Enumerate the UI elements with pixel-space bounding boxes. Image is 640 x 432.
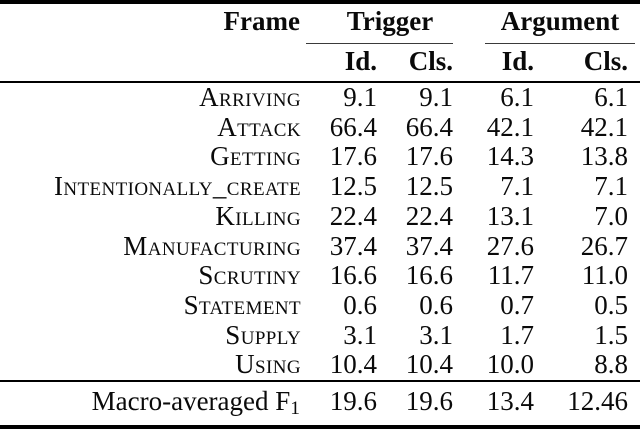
group-header-row: Frame Trigger Argument (0, 2, 640, 44)
value-cell: 13.1 (486, 200, 534, 231)
value-cell: 1.5 (594, 319, 629, 350)
value-cell: 7.1 (594, 171, 629, 202)
value-cell: 66.4 (405, 111, 453, 142)
table-row: Attack 66.4 66.4 42.1 42.1 (0, 111, 640, 143)
value-cell: 3.1 (419, 319, 453, 350)
value-cell: 9.1 (419, 82, 453, 112)
frame-cell: Attack (217, 111, 301, 142)
table-header: Frame Trigger Argument Id. Cls. Id. Cls. (0, 2, 640, 83)
frame-cell: Intentionally_create (53, 171, 301, 202)
macro-average-label-text: Macro-averaged F (91, 386, 291, 417)
value-cell: 37.4 (405, 230, 453, 261)
value-cell: 7.1 (500, 171, 534, 202)
table-row: Scrutiny 16.6 16.6 11.7 11.0 (0, 261, 640, 291)
column-group-argument-label: Argument (500, 6, 620, 36)
value-cell: 7.0 (594, 200, 629, 231)
value-cell: 6.1 (594, 82, 629, 112)
value-cell: 42.1 (486, 111, 534, 142)
value-cell: 22.4 (405, 200, 453, 231)
sub-header-empty (0, 44, 302, 83)
macro-average-label: Macro-averaged F1 (0, 380, 302, 428)
sub-header-argument-cls: Cls. (534, 44, 640, 83)
column-group-trigger: Trigger (302, 2, 453, 44)
table-row: Getting 17.6 17.6 14.3 13.8 (0, 142, 640, 172)
frame-cell: Using (235, 349, 301, 380)
value-cell: 12.5 (405, 171, 453, 202)
table-row: Killing 22.4 22.4 13.1 7.0 (0, 200, 640, 232)
value-cell: 22.4 (329, 200, 377, 231)
value-cell: 10.4 (329, 349, 377, 380)
value-cell: 8.8 (594, 349, 629, 380)
value-cell: 37.4 (329, 230, 377, 261)
value-cell: 42.1 (580, 111, 629, 142)
table-row: Intentionally_create 12.5 12.5 7.1 7.1 (0, 171, 640, 202)
value-cell: 11.0 (581, 260, 629, 291)
sub-header-trigger-cls: Cls. (377, 44, 453, 83)
macro-average-row: Macro-averaged F1 19.6 19.6 13.4 12.46 (0, 380, 640, 428)
value-cell: 10.0 (486, 349, 534, 380)
value-cell: 27.6 (486, 230, 534, 261)
value-cell: 13.8 (580, 141, 629, 172)
sub-header-row: Id. Cls. Id. Cls. (0, 44, 640, 83)
sub-header-trigger-id: Id. (302, 44, 377, 83)
value-cell: 16.6 (329, 260, 377, 291)
trigger-cmidrule (306, 43, 453, 44)
value-cell: 0.6 (419, 289, 453, 320)
value-cell: 19.6 (302, 380, 377, 428)
frame-cell: Arriving (199, 82, 301, 112)
column-group-trigger-label: Trigger (346, 6, 434, 36)
f1-subscript: 1 (290, 397, 300, 419)
table-row: Supply 3.1 3.1 1.7 1.5 (0, 319, 640, 351)
table-row: Statement 0.6 0.6 0.7 0.5 (0, 289, 640, 321)
sub-header-argument-id: Id. (453, 44, 534, 83)
column-group-argument: Argument (453, 2, 640, 44)
value-cell: 12.5 (329, 171, 377, 202)
value-cell: 3.1 (343, 319, 377, 350)
frame-cell: Getting (210, 141, 301, 172)
value-cell: 66.4 (329, 111, 377, 142)
table-row: Using 10.4 10.4 10.0 8.8 (0, 350, 640, 381)
value-cell: 1.7 (500, 319, 534, 350)
frame-cell: Killing (215, 200, 301, 231)
table-row: Arriving 9.1 9.1 6.1 6.1 (0, 82, 640, 113)
value-cell: 0.7 (500, 289, 534, 320)
value-cell: 11.7 (487, 260, 534, 291)
table-row: Manufacturing 37.4 37.4 27.6 26.7 (0, 230, 640, 262)
frame-cell: Supply (225, 319, 301, 350)
value-cell: 0.5 (594, 289, 629, 320)
value-cell: 9.1 (343, 82, 377, 112)
value-cell: 10.4 (405, 349, 453, 380)
value-cell: 17.6 (329, 141, 377, 172)
value-cell: 19.6 (377, 380, 453, 428)
frame-cell: Manufacturing (123, 230, 301, 261)
value-cell: 13.4 (453, 380, 534, 428)
column-header-frame: Frame (223, 6, 300, 36)
argument-cmidrule (485, 43, 636, 44)
value-cell: 14.3 (486, 141, 534, 172)
table-footer: Macro-averaged F1 19.6 19.6 13.4 12.46 (0, 380, 640, 428)
frame-cell: Scrutiny (198, 260, 301, 291)
value-cell: 17.6 (405, 141, 453, 172)
value-cell: 16.6 (405, 260, 453, 291)
value-cell: 6.1 (500, 82, 534, 112)
table-body: Arriving 9.1 9.1 6.1 6.1 Attack 66.4 66.… (0, 82, 640, 381)
frame-cell: Statement (183, 289, 301, 320)
value-cell: 0.6 (343, 289, 377, 320)
value-cell: 26.7 (580, 230, 629, 261)
value-cell: 12.46 (534, 380, 640, 428)
